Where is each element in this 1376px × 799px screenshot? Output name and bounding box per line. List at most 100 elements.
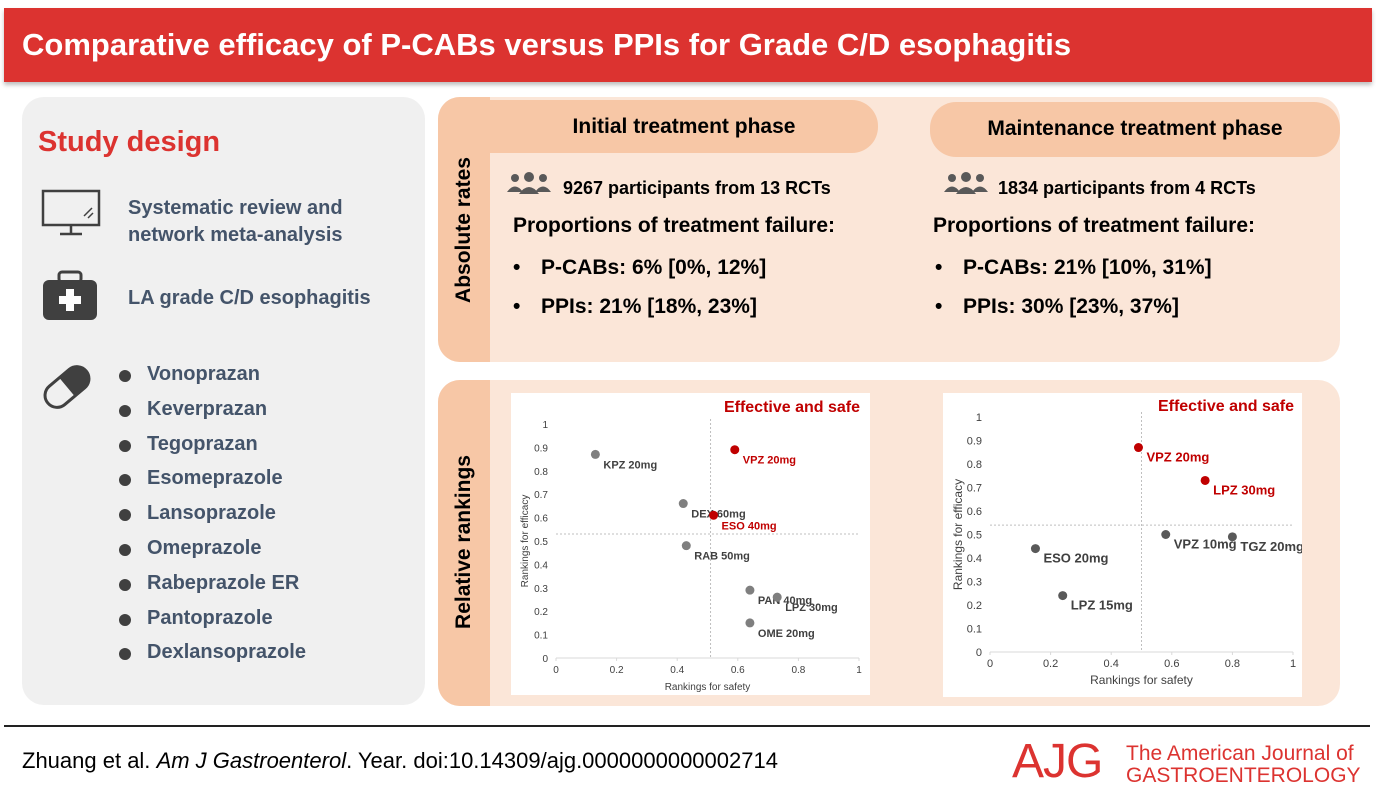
point [1058, 591, 1068, 601]
monitor-icon [41, 189, 101, 236]
participants: 9267 participants from 13 RCTs [563, 178, 831, 198]
logo-line: The American Journal of [1126, 742, 1354, 765]
logo-text: The American Journal of GASTROENTEROLOGY [1126, 743, 1361, 787]
x-tick-label: 0.2 [610, 665, 624, 676]
y-tick-label: 0.7 [534, 490, 548, 501]
point [590, 449, 600, 459]
annotation: Effective and safe [1158, 398, 1294, 415]
subtitle: Proportions of treatment failure: [513, 214, 836, 237]
point-label: DEX 60mg [691, 509, 745, 521]
y-tick-label: 0.9 [967, 436, 982, 448]
x-tick-label: 1 [1290, 658, 1296, 670]
point [1133, 443, 1143, 453]
people-icon [944, 172, 988, 194]
point [730, 445, 740, 455]
point-label: TGZ 20mg [1240, 539, 1302, 554]
point [745, 618, 755, 628]
bullet: P-CABs: 21% [10%, 31%] [935, 256, 1212, 280]
y-tick-label: 0.6 [967, 506, 982, 518]
chart: 0 0.2 0.4 0.6 0.8 1 0 0.1 0.2 0.3 0.4 0.5 0.6 0.7 0.8 0… [943, 393, 1302, 697]
label-strip [438, 97, 490, 362]
design-item: Systematic review and network meta-analy… [128, 197, 343, 246]
point [1200, 475, 1210, 485]
point [745, 585, 755, 595]
pill-icon [43, 365, 91, 409]
x-tick-label: 0.8 [1225, 658, 1240, 670]
point-label: LPZ 15mg [1071, 598, 1133, 613]
y-tick-label: 0.1 [967, 624, 982, 636]
drug-name: Keverprazan [147, 397, 268, 420]
bullet: P-CABs: 6% [0%, 12%] [513, 256, 766, 280]
x-tick-label: 0.4 [670, 665, 684, 676]
drug-name: Lansoprazole [147, 502, 276, 525]
participants: 1834 participants from 4 RCTs [998, 178, 1256, 198]
bullet-dot [119, 370, 131, 382]
y-tick-label: 0.7 [967, 483, 982, 495]
point-label: VPZ 20mg [1146, 450, 1209, 465]
point [709, 510, 719, 520]
bullet-dot [119, 474, 131, 487]
point-label: VPZ 10mg [1174, 537, 1237, 552]
drug-name: Tegoprazan [147, 432, 258, 455]
bullet-dot [119, 404, 131, 417]
bullet: PPIs: 21% [18%, 23%] [513, 295, 757, 319]
y-tick-label: 0.6 [534, 514, 548, 525]
y-axis-label: Rankings for efficacy [951, 479, 965, 590]
x-tick-label: 0.8 [791, 665, 805, 676]
citation: Zhuang et al. Am J Gastroenterol. Year. … [22, 748, 778, 774]
bullet: PPIs: 30% [23%, 37%] [935, 295, 1179, 319]
annotation: Effective and safe [724, 399, 860, 416]
logo-line: GASTROENTEROLOGY [1126, 764, 1361, 787]
x-axis-label: Rankings for safety [1090, 673, 1193, 687]
absolute-rates-label: Absolute rates [452, 157, 475, 303]
drug-name: Pantoprazole [147, 606, 273, 629]
point [678, 499, 688, 509]
y-tick-label: 0.8 [534, 467, 548, 478]
point-label: RAB 50mg [694, 551, 750, 563]
point [681, 541, 691, 551]
point-label: LPZ 30mg [785, 602, 838, 614]
bullet-dot [119, 578, 131, 591]
point-label: PAN 40mg [758, 595, 812, 607]
drug-name: Dexlansoprazole [147, 641, 306, 664]
y-tick-label: 1 [976, 412, 982, 424]
subtitle: Proportions of treatment failure: [933, 214, 1256, 237]
x-tick-label: 1 [856, 665, 862, 676]
point-label: OME 20mg [758, 628, 815, 640]
point [772, 592, 782, 602]
y-tick-label: 0.2 [967, 600, 982, 612]
point-label: LPZ 30mg [1213, 482, 1275, 497]
point [1161, 530, 1171, 539]
drug-name: Rabeprazole ER [147, 571, 300, 594]
x-tick-label: 0.4 [1104, 658, 1119, 670]
footer-rule [4, 725, 1370, 727]
journal: Am J Gastroenterol [156, 748, 347, 773]
study-design-panel [22, 97, 425, 705]
phase-title: Initial treatment phase [490, 100, 878, 153]
y-tick-label: 0.8 [967, 459, 982, 471]
point-label: KPZ 20mg [603, 459, 657, 471]
x-tick-label: 0.2 [1043, 658, 1058, 670]
people-icon [507, 172, 551, 194]
y-tick-label: 0 [976, 647, 982, 659]
header-title: Comparative efficacy of P-CABs versus PP… [4, 8, 1372, 82]
point-label: VPZ 20mg [743, 455, 796, 467]
y-tick-label: 1 [542, 420, 548, 431]
bullet-dot [119, 613, 131, 626]
y-tick-label: 0.4 [967, 553, 982, 565]
bullet-dot [119, 439, 131, 452]
y-axis-label: Rankings for efficacy [520, 495, 531, 588]
phase-title: Maintenance treatment phase [930, 102, 1340, 157]
y-tick-label: 0 [542, 654, 548, 665]
drug-name: Vonoprazan [147, 363, 260, 385]
y-tick-label: 0.2 [534, 607, 548, 618]
y-tick-label: 0.1 [534, 631, 548, 642]
point [1227, 532, 1237, 542]
label-strip [438, 380, 490, 706]
logo-mark: AJG [1012, 735, 1103, 788]
drug-name: Esomeprazole [147, 467, 283, 490]
bullet-dot [119, 648, 131, 661]
point [1030, 544, 1040, 554]
point-label: ESO 40mg [722, 520, 777, 532]
